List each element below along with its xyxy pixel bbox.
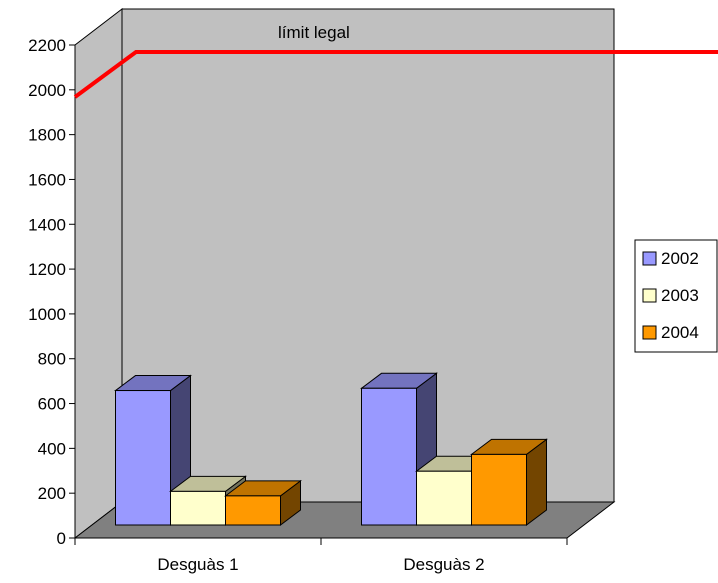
y-tick-label: 600 [38,395,66,414]
legend-swatch [642,251,657,266]
category-label: Desguàs 1 [157,555,238,574]
bar-front [471,453,527,526]
bar-2002 [360,372,438,526]
side-wall [74,7,123,540]
bar-2004 [470,438,548,526]
reference-line: límit legal [73,23,718,99]
bar-front [361,387,417,526]
y-tick-label: 1400 [28,215,66,234]
y-tick-label: 1800 [28,126,66,145]
legend-label: 2003 [661,286,699,305]
bar-2004 [224,479,302,526]
y-tick-label: 2200 [28,36,66,55]
y-tick-label: 1000 [28,305,66,324]
bar-front [416,470,472,526]
y-axis: 0 200 400 600 800 1000 1200 1400 1600 1800 2000 220… [28,36,76,548]
y-tick-label: 1600 [28,170,66,189]
y-tick-label: 400 [38,439,66,458]
legend-label: 2004 [661,323,699,342]
bar-front [225,495,281,526]
category-label: Desguàs 2 [403,555,484,574]
bars [114,372,548,526]
x-axis: Desguàs 1 Desguàs 2 [74,537,568,574]
legend-swatch [642,325,657,340]
y-tick-label: 0 [57,529,66,548]
bar-front [115,390,171,526]
y-tick-label: 1200 [28,260,66,279]
y-tick-label: 2000 [28,81,66,100]
limit-line [73,50,718,99]
bar-front [170,490,226,526]
legend: 2002 2003 2004 [634,239,718,353]
y-tick-label: 800 [38,350,66,369]
legend-label: 2002 [661,249,699,268]
limit-line-label: límit legal [278,23,350,42]
legend-swatch [642,288,657,303]
y-tick-label: 200 [38,484,66,503]
